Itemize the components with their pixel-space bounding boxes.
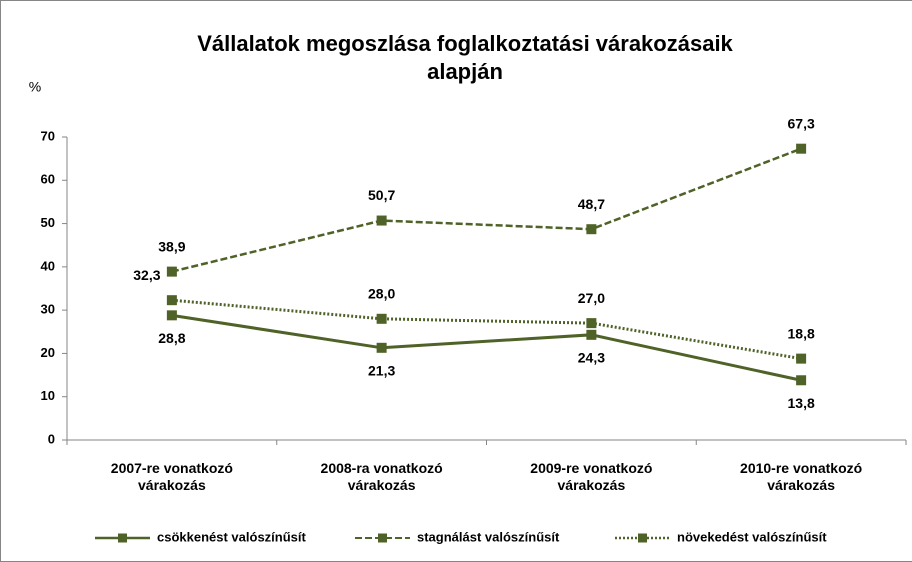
y-tick-label: 10 [41, 388, 55, 403]
marker [796, 143, 807, 154]
y-tick-label: 40 [41, 258, 55, 273]
marker [166, 295, 177, 306]
series-line [171, 313, 802, 382]
legend-marker [638, 533, 647, 543]
data-label: 18,8 [788, 325, 815, 341]
y-tick-label: 60 [41, 172, 55, 187]
series-line [171, 147, 802, 273]
y-axis-label: % [29, 79, 41, 95]
legend-label: növekedést valószínűsít [677, 529, 827, 544]
x-tick-label: 2009-re vonatkozó várakozás [530, 460, 653, 493]
marker [586, 318, 597, 329]
data-label: 48,7 [578, 196, 605, 212]
marker [376, 342, 387, 353]
y-tick-label: 50 [41, 215, 55, 230]
marker [166, 310, 177, 321]
data-label: 38,9 [158, 238, 185, 254]
legend-label: stagnálást valószínűsít [417, 529, 560, 544]
data-label: 28,8 [158, 330, 185, 346]
data-label: 21,3 [368, 363, 395, 379]
marker [586, 329, 597, 340]
data-label: 24,3 [578, 350, 605, 366]
x-tick-label: 2010-re vonatkozó várakozás [740, 460, 863, 493]
x-tick-label: 2007-re vonatkozó várakozás [110, 460, 233, 493]
y-tick-label: 30 [41, 302, 55, 317]
marker [376, 313, 387, 324]
data-label: 13,8 [788, 395, 815, 411]
x-tick-label: 2008-ra vonatkozó várakozás [320, 460, 443, 493]
data-label: 32,3 [133, 267, 160, 283]
y-tick-label: 70 [41, 128, 55, 143]
y-tick-label: 0 [48, 431, 55, 446]
marker [376, 215, 387, 226]
legend-marker [378, 533, 387, 543]
data-label: 67,3 [788, 115, 815, 131]
y-tick-label: 20 [41, 345, 55, 360]
series-line [171, 298, 802, 361]
chart-title: Vállalatok megoszlása foglalkoztatási vá… [197, 31, 733, 84]
marker [796, 375, 807, 386]
marker [166, 266, 177, 277]
legend-marker [118, 533, 127, 543]
marker [796, 353, 807, 364]
data-label: 28,0 [368, 286, 395, 302]
data-label: 50,7 [368, 187, 395, 203]
data-label: 27,0 [578, 290, 605, 306]
marker [586, 224, 597, 235]
legend-label: csökkenést valószínűsít [157, 529, 307, 544]
